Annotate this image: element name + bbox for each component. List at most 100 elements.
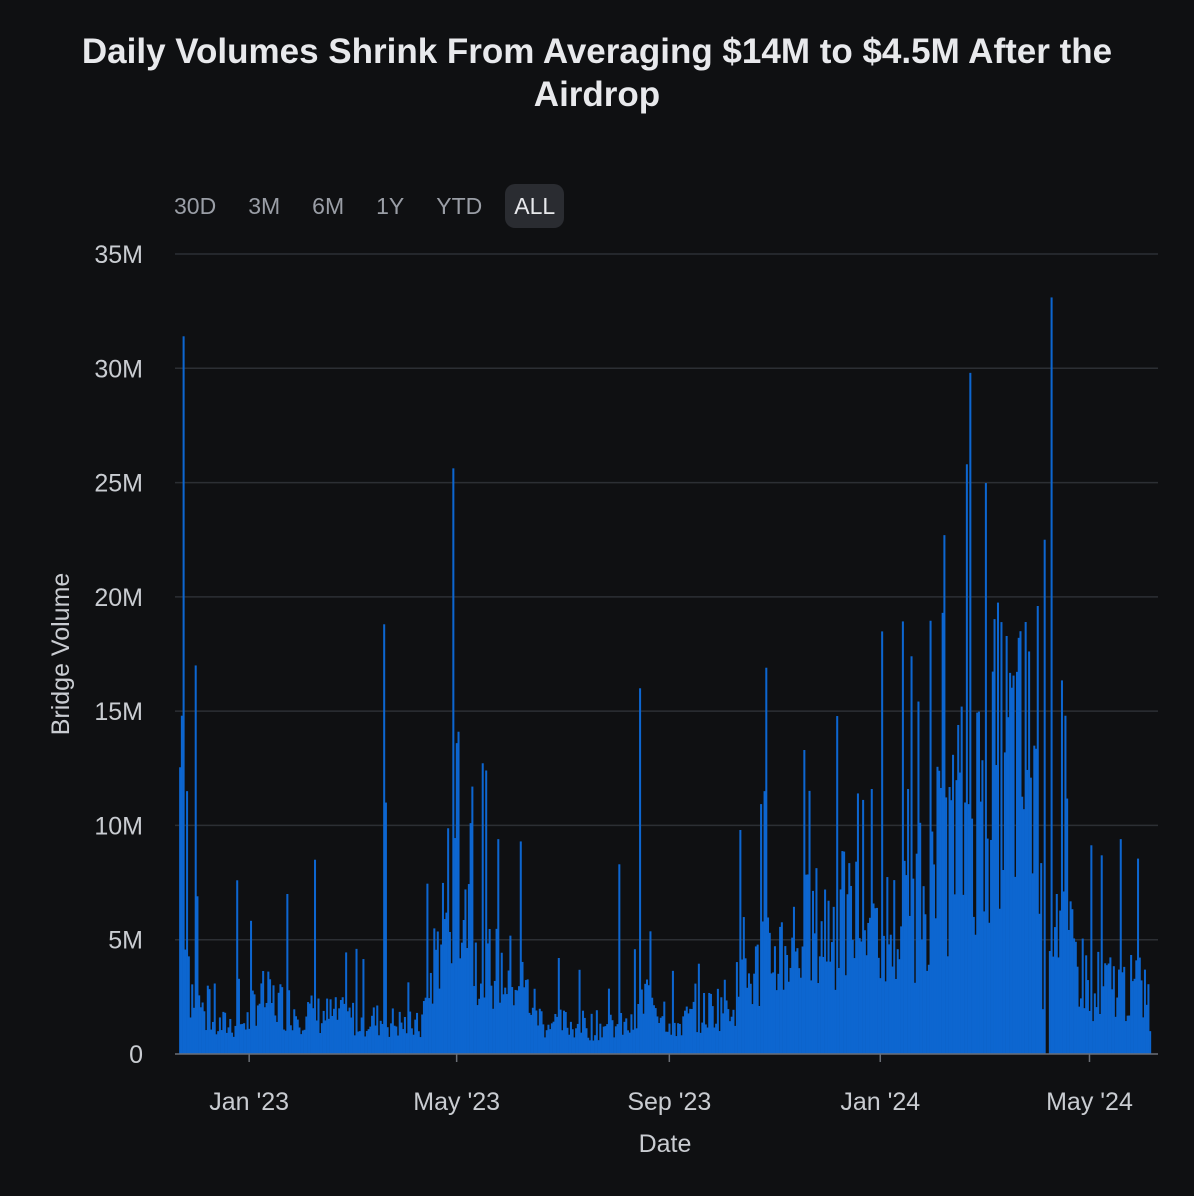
bar [915,853,918,1054]
bar [784,946,787,1054]
bar [557,957,560,1054]
bar [255,1025,258,1054]
bar [469,823,472,1054]
bar [983,911,986,1054]
bar [220,1030,223,1054]
bar [578,969,581,1054]
bar [402,1029,405,1054]
bar [844,975,847,1054]
bar [860,941,863,1054]
bar [791,937,794,1054]
bar [920,939,923,1054]
range-button-1y[interactable]: 1Y [367,184,413,228]
bar [524,980,527,1054]
bar [588,1040,591,1054]
bar [651,997,654,1054]
bar [294,1016,298,1054]
bar [1055,894,1058,1054]
bar [1074,941,1077,1054]
bar [334,997,337,1054]
range-button-30d[interactable]: 30D [165,184,225,228]
bar [931,831,934,1054]
bar [561,1030,564,1054]
bar [704,1024,707,1054]
bar [927,964,930,1054]
bar [830,942,834,1054]
bar [391,1008,394,1054]
bar [1086,980,1089,1054]
bar [786,955,789,1054]
bar [894,978,897,1054]
bar [279,984,282,1054]
bar [559,1009,562,1054]
bar [1028,651,1031,1054]
bar [460,942,464,1054]
bar [452,468,455,1054]
bar [1043,539,1046,1054]
bar [441,882,444,1054]
bar [222,1011,225,1054]
bar [1100,855,1103,1054]
bar [419,1037,422,1054]
bar [566,1027,569,1054]
bar [754,946,757,1054]
bar [1138,957,1141,1054]
bar [319,1033,322,1054]
bar [1079,998,1083,1054]
bar [341,997,344,1054]
range-button-3m[interactable]: 3M [239,184,289,228]
x-tick-label: Sep '23 [627,1088,711,1116]
bar [701,1022,704,1054]
bar [473,986,476,1054]
bar [445,912,448,1054]
bar [395,1026,398,1054]
bar-series [179,297,1152,1055]
bar [538,1008,541,1054]
bar [1105,965,1108,1054]
range-button-6m[interactable]: 6M [303,184,353,228]
bar [607,988,610,1054]
y-tick-label: 5M [108,927,143,955]
bar [602,1026,605,1054]
bar [946,956,949,1054]
bar [1140,980,1143,1054]
bar [901,621,904,1054]
bar [1088,1010,1091,1054]
bar [499,1002,502,1054]
bar [730,1016,733,1054]
bar [518,986,521,1054]
bar [635,1028,638,1054]
bar [592,1040,595,1054]
bar [288,990,291,1054]
bar [965,464,968,1054]
bar [685,1006,688,1054]
bar [269,979,272,1054]
bar [625,1018,628,1054]
bar [722,1013,725,1054]
bar [1050,297,1053,1054]
range-button-ytd[interactable]: YTD [427,184,491,228]
bar [324,1020,327,1054]
bar [1147,984,1150,1054]
range-button-all[interactable]: ALL [505,184,565,228]
bar [305,1016,308,1054]
bar [500,952,503,1054]
bar [926,970,929,1054]
bar [191,984,194,1054]
bar [194,665,197,1054]
bar [407,982,410,1054]
bar [262,971,265,1054]
bar [301,1030,304,1054]
bar [742,917,745,1054]
bar [426,883,429,1054]
bar [333,1008,336,1054]
bar [1123,966,1126,1054]
bar [796,948,799,1054]
bar [537,1025,540,1054]
bar [236,880,239,1054]
bar [1054,927,1057,1054]
bar [716,988,719,1054]
bar [1066,798,1069,1054]
bar [910,656,913,1054]
bar [505,994,508,1054]
